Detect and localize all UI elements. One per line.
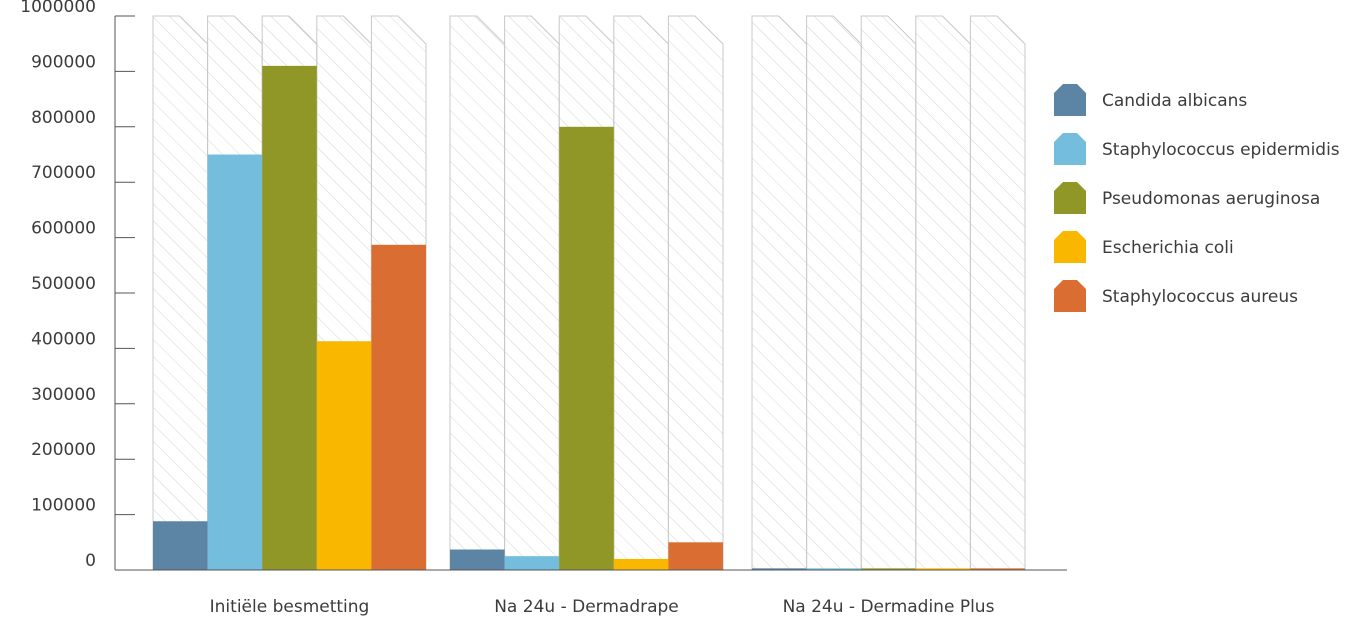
- x-axis-categories: Initiële besmetting Na 24u - Dermadrape Na…: [210, 597, 995, 617]
- y-axis-ticks: 0 100000 200000 300000 400000 500000 600000 700…: [20, 0, 135, 571]
- placeholder-bar: [667, 15, 724, 571]
- data-bars: [153, 65, 1025, 571]
- placeholder-bar: [504, 15, 560, 571]
- placeholder-bar: [449, 15, 506, 571]
- legend-label-pseudomonas-aeruginosa: Pseudomonas aeruginosa: [1102, 189, 1320, 209]
- legend-swatch-staphylococcus-epidermidis: [1054, 133, 1086, 165]
- y-tick-label: 300000: [31, 385, 96, 405]
- placeholder-bars: [152, 15, 1026, 571]
- bar-staphylococcus-epidermidis-na-24u-dermadrape: [504, 556, 560, 570]
- bar-candida-albicans-initi-le-besmetting: [153, 521, 208, 570]
- legend-label-staphylococcus-epidermidis: Staphylococcus epidermidis: [1102, 140, 1340, 160]
- legend-label-escherichia-coli: Escherichia coli: [1102, 238, 1234, 258]
- x-category-label: Na 24u - Dermadine Plus: [783, 597, 995, 617]
- bar-staphylococcus-aureus-na-24u-dermadrape: [668, 542, 723, 570]
- y-tick-label: 1000000: [20, 0, 96, 17]
- y-tick-label: 100000: [31, 496, 96, 516]
- bar-candida-albicans-na-24u-dermadrape: [450, 549, 505, 570]
- legend-swatch-candida-albicans: [1054, 84, 1086, 116]
- bar-pseudomonas-aeruginosa-na-24u-dermadrape: [559, 126, 614, 571]
- placeholder-bar: [860, 15, 917, 571]
- bar-escherichia-coli-na-24u-dermadrape: [613, 558, 669, 570]
- x-category-label: Initiële besmetting: [210, 597, 370, 617]
- placeholder-bar: [152, 15, 209, 571]
- y-tick-label: 500000: [31, 274, 96, 294]
- bar-pseudomonas-aeruginosa-na-24u-dermadine-plus: [861, 568, 916, 570]
- bar-escherichia-coli-initi-le-besmetting: [316, 341, 372, 570]
- y-tick-label: 200000: [31, 440, 96, 460]
- x-category-label: Na 24u - Dermadrape: [494, 597, 679, 617]
- placeholder-bar: [613, 15, 669, 571]
- y-tick-label: 400000: [31, 329, 96, 349]
- y-tick-label: 900000: [31, 52, 96, 72]
- y-tick-label: 0: [85, 551, 96, 571]
- placeholder-bar: [915, 15, 971, 571]
- y-tick-label: 600000: [31, 219, 96, 239]
- y-tick-label: 700000: [31, 163, 96, 183]
- bar-staphylococcus-aureus-na-24u-dermadine-plus: [970, 568, 1025, 570]
- bar-staphylococcus-aureus-initi-le-besmetting: [371, 244, 426, 570]
- placeholder-bar: [806, 15, 862, 571]
- legend-label-staphylococcus-aureus: Staphylococcus aureus: [1102, 287, 1298, 307]
- legend-swatch-escherichia-coli: [1054, 231, 1086, 263]
- legend-swatch-staphylococcus-aureus: [1054, 280, 1086, 312]
- bar-candida-albicans-na-24u-dermadine-plus: [752, 568, 807, 570]
- bar-staphylococcus-epidermidis-na-24u-dermadine-plus: [806, 568, 862, 570]
- bar-pseudomonas-aeruginosa-initi-le-besmetting: [262, 65, 317, 571]
- bar-escherichia-coli-na-24u-dermadine-plus: [915, 568, 971, 570]
- legend: Candida albicans Staphylococcus epidermid…: [1054, 84, 1340, 312]
- legend-swatch-pseudomonas-aeruginosa: [1054, 182, 1086, 214]
- placeholder-bar: [969, 15, 1026, 571]
- y-tick-label: 800000: [31, 108, 96, 128]
- legend-label-candida-albicans: Candida albicans: [1102, 91, 1247, 111]
- placeholder-bar: [751, 15, 808, 571]
- bar-staphylococcus-epidermidis-initi-le-besmetting: [207, 154, 263, 570]
